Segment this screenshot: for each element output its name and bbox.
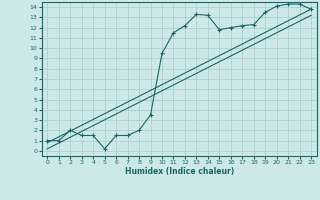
X-axis label: Humidex (Indice chaleur): Humidex (Indice chaleur)	[124, 167, 234, 176]
